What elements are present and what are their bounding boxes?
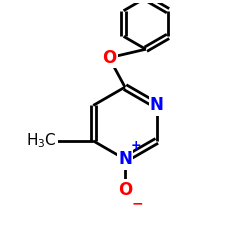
Text: $\mathregular{H_3C}$: $\mathregular{H_3C}$ xyxy=(26,132,56,150)
Text: −: − xyxy=(131,196,143,210)
Text: N: N xyxy=(118,150,132,168)
Text: O: O xyxy=(102,49,116,67)
Text: +: + xyxy=(131,140,142,152)
Text: H: H xyxy=(44,134,56,148)
Text: O: O xyxy=(118,181,132,199)
Text: N: N xyxy=(150,96,164,114)
